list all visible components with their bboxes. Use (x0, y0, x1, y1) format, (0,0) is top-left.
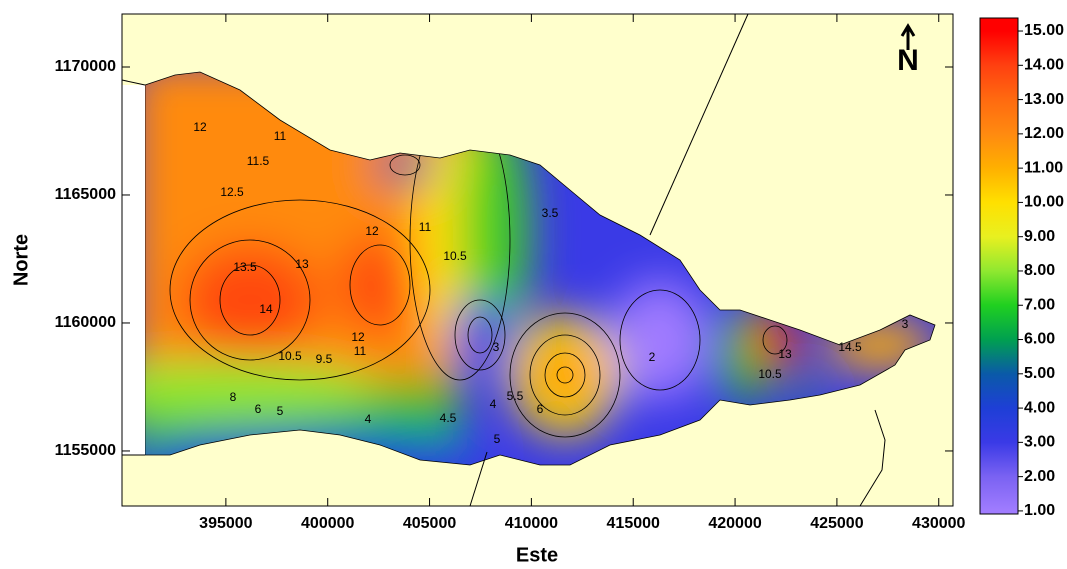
y-tick-label: 1160000 (55, 314, 117, 331)
contour-label: 3 (902, 317, 909, 331)
contour-label: 12 (351, 330, 365, 344)
contour-label: 5.5 (507, 389, 524, 403)
contour-label: 11 (274, 129, 287, 143)
x-axis-title: Este (516, 544, 558, 566)
x-tick-label: 400000 (301, 515, 354, 532)
colorbar-tick-label: 12.00 (1024, 125, 1064, 142)
y-tick-label: 1165000 (55, 186, 117, 203)
contour-label: 10.5 (278, 349, 302, 363)
colorbar-tick-label: 1.00 (1024, 502, 1055, 519)
x-tick-label: 430000 (912, 515, 965, 532)
contour-label: 12 (365, 224, 379, 238)
x-tick-label: 405000 (403, 515, 456, 532)
contour-label: 11 (419, 220, 432, 234)
x-tick-label: 420000 (708, 515, 761, 532)
contour-label: 3.5 (542, 206, 559, 220)
colorbar-tick-label: 15.00 (1024, 22, 1064, 39)
contour-label: 9.5 (316, 352, 333, 366)
colorbar-tick-label: 8.00 (1024, 262, 1055, 279)
contour-label: 5 (494, 432, 501, 446)
contour-label: 14.5 (838, 340, 862, 354)
colorbar-tick-label: 9.00 (1024, 228, 1055, 245)
x-tick-label: 395000 (199, 515, 252, 532)
colorbar-tick-label: 5.00 (1024, 365, 1055, 382)
contour-label: 6 (537, 402, 544, 416)
contour-label: 13 (778, 347, 792, 361)
contour-label: 6 (255, 402, 262, 416)
contour-label: 5 (277, 404, 284, 418)
contour-label: 12 (193, 120, 207, 134)
contour-label: 4 (490, 397, 497, 411)
colorbar-tick-label: 2.00 (1024, 468, 1055, 485)
chart: 1211.51112.51313.514121110.59.586544.534… (0, 0, 1067, 569)
colorbar (980, 18, 1018, 514)
contour-label: 2 (649, 350, 656, 364)
contour-label: 8 (230, 390, 237, 404)
colorbar-tick-label: 4.00 (1024, 399, 1055, 416)
colorbar-tick-label: 13.00 (1024, 91, 1064, 108)
contour-label: 13 (295, 257, 309, 271)
colorbar-tick-label: 3.00 (1024, 434, 1055, 451)
page: {"chart_data": { "type": "contour", "x_l… (0, 0, 1067, 569)
contour-label: 11.5 (247, 154, 270, 168)
x-tick-label: 415000 (607, 515, 660, 532)
y-tick-label: 1155000 (55, 442, 117, 459)
x-tick-label: 410000 (505, 515, 558, 532)
no-data-strip (122, 85, 145, 455)
contour-label: 12.5 (220, 185, 244, 199)
contour-label: 3 (493, 340, 500, 354)
y-tick-label: 1170000 (55, 58, 117, 75)
contour-label: 11 (354, 344, 367, 358)
colorbar-tick-label: 11.00 (1024, 159, 1063, 176)
contour-label: 10.5 (443, 249, 467, 263)
y-axis-title: Norte (10, 234, 32, 286)
contour-label: 4 (365, 412, 372, 426)
colorbar-tick-label: 14.00 (1024, 57, 1064, 74)
colorbar-tick-label: 7.00 (1024, 296, 1055, 313)
colorbar-tick-label: 6.00 (1024, 331, 1055, 348)
colorbar-tick-label: 10.00 (1024, 194, 1064, 211)
contour-label: 13.5 (233, 260, 257, 274)
contour-label: 4.5 (440, 411, 457, 425)
x-tick-label: 425000 (810, 515, 863, 532)
contour-label: 10.5 (758, 367, 782, 381)
north-label: N (897, 44, 919, 77)
contour-label: 14 (259, 302, 273, 316)
